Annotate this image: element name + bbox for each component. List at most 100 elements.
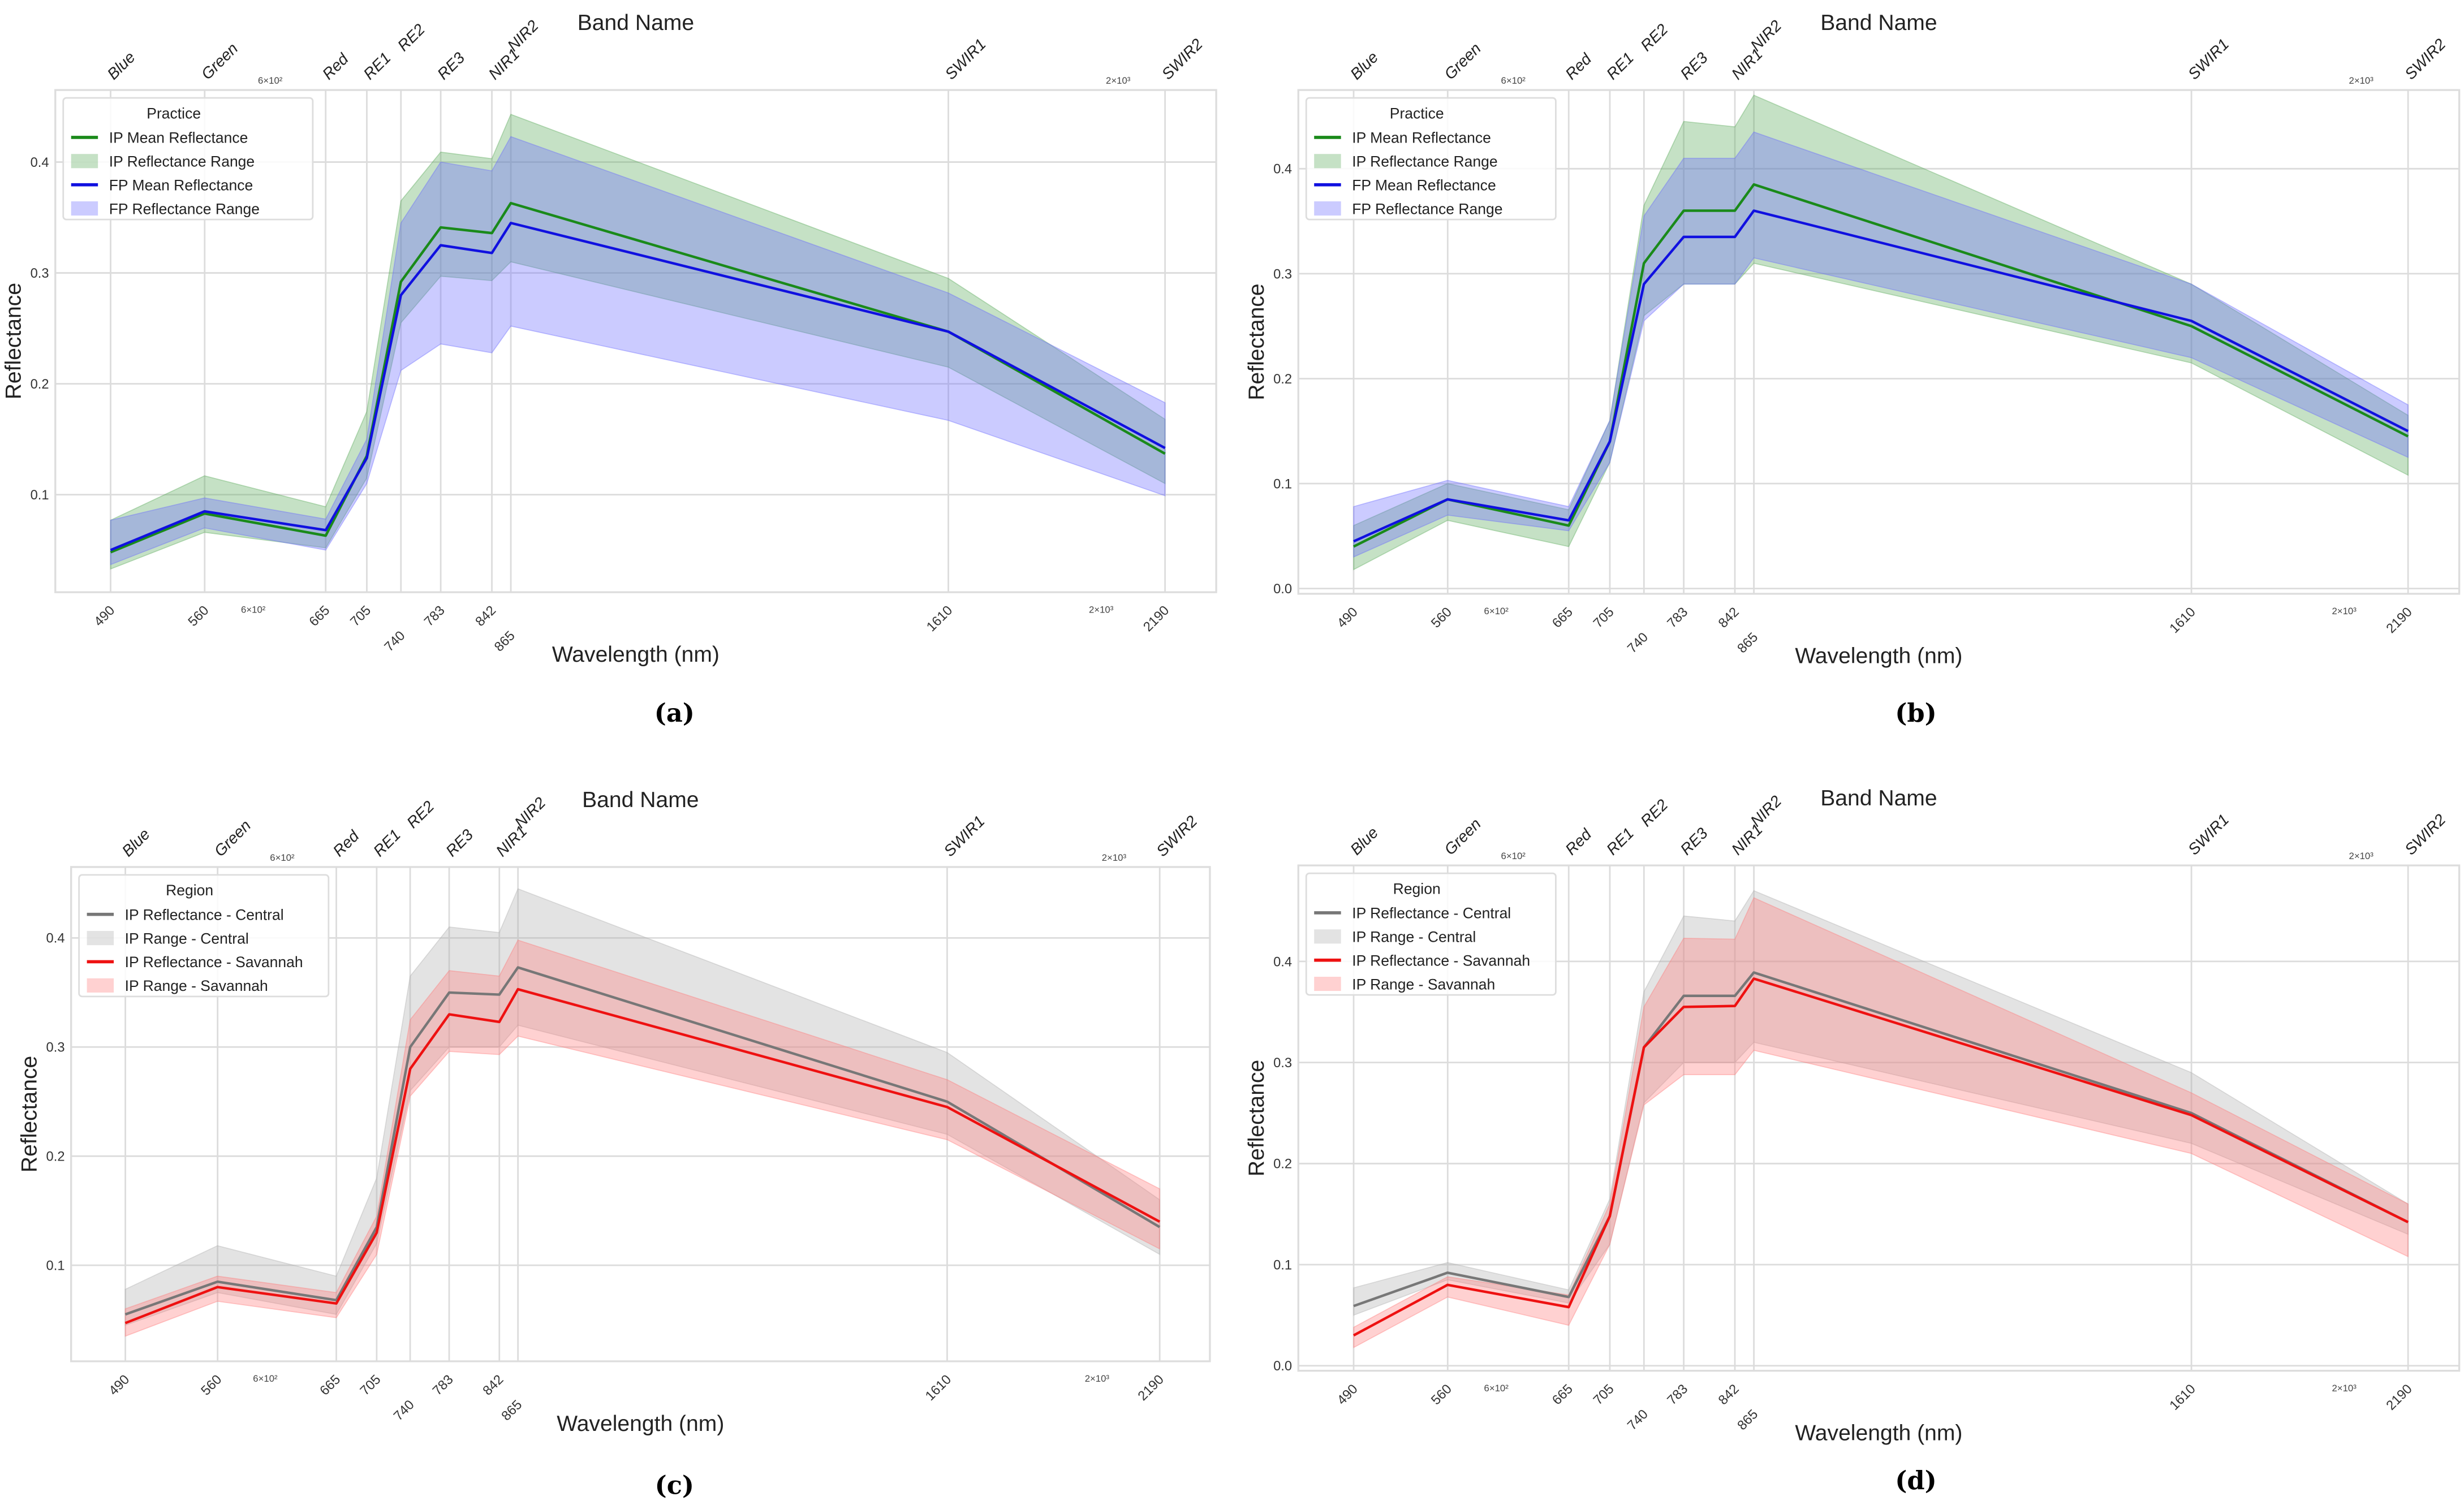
band-name-label: SWIR2 <box>1153 812 1201 860</box>
series-line-fp-mean-reflectance <box>110 222 1166 551</box>
band-name-label: RE1 <box>360 49 394 83</box>
x-tick-label: 665 <box>307 603 333 629</box>
y-tick-label: 0.3 <box>46 1041 65 1055</box>
band-name-label: RE2 <box>1637 796 1672 830</box>
band-name-label: Blue <box>119 825 153 860</box>
minor-tick-label-top: 6×10² <box>258 75 283 86</box>
band-name-label: Green <box>1441 40 1484 83</box>
y-tick-label: 0.0 <box>1273 1359 1292 1374</box>
range-band-ip-range-savannah <box>124 939 1160 1337</box>
band-name-label: SWIR1 <box>940 812 988 860</box>
legend-box <box>62 97 314 221</box>
x-tick-label: 490 <box>1334 605 1360 631</box>
legend-patch-swatch <box>1314 929 1341 944</box>
minor-tick-label-bottom: 2×10³ <box>1085 1373 1110 1384</box>
band-name-label: RE1 <box>1603 824 1637 858</box>
x-tick-label: 665 <box>1549 1382 1575 1408</box>
legend-entry-label: FP Reflectance Range <box>109 200 260 217</box>
x-tick-label: 490 <box>1334 1382 1360 1408</box>
chart-panel-a: 0.1 0.2 0.3 0.4 490 Blue 560 Green 665 Red 705 RE1 7… <box>1 11 1217 728</box>
minor-tick-label-top: 6×10² <box>270 852 295 863</box>
band-name-label: RE3 <box>1677 49 1712 83</box>
legend-box <box>1305 97 1557 221</box>
x-tick-label: 705 <box>1591 605 1617 631</box>
y-tick-label: 0.1 <box>1273 1258 1292 1273</box>
y-tick-label: 0.2 <box>1273 1157 1292 1172</box>
y-tick-label: 0.4 <box>31 156 49 170</box>
y-tick-label: 0.2 <box>1273 372 1292 387</box>
x-tick-label: 783 <box>421 603 447 629</box>
range-band-ip-range-savannah <box>1353 897 2409 1349</box>
x-tick-label: 560 <box>1429 605 1455 631</box>
legend: Practice IP Mean Reflectance IP Reflectanc… <box>62 97 314 221</box>
y-axis-label: Reflectance <box>1244 1060 1269 1176</box>
x-tick-label: 560 <box>199 1372 225 1398</box>
x-tick-label: 1610 <box>923 1372 954 1404</box>
panel-caption: (a) <box>654 698 695 728</box>
band-name-label: RE3 <box>1677 824 1712 859</box>
legend-entry-label: IP Mean Reflectance <box>1352 130 1491 146</box>
x-tick-label: 865 <box>1735 1407 1761 1433</box>
range-band-ip-range-central <box>124 888 1160 1326</box>
legend-entry-label: FP Mean Reflectance <box>109 176 253 193</box>
panel-caption: (c) <box>655 1470 694 1500</box>
range-band-fp-reflectance-range <box>110 136 1166 566</box>
legend-entry-label: IP Reflectance - Central <box>1352 905 1511 922</box>
series-line-ip-reflectance-central <box>1353 971 2409 1308</box>
chart-panel-b: 0.0 0.1 0.2 0.3 0.4 490 Blue 560 Green 665 Red 705 R… <box>1244 11 2461 728</box>
band-name-label: Blue <box>1347 823 1381 858</box>
x-axis-label: Wavelength (nm) <box>552 642 720 667</box>
legend-entry-label: IP Reflectance Range <box>1352 153 1497 170</box>
band-name-label: Blue <box>1347 48 1381 83</box>
legend-patch-swatch <box>1314 154 1341 169</box>
chart-panel-c: 0.1 0.2 0.3 0.4 490 Blue 560 Green 665 Red 705 RE1 7… <box>17 788 1211 1500</box>
legend: Practice IP Mean Reflectance IP Reflectanc… <box>1305 97 1557 221</box>
minor-tick-label-top: 6×10² <box>1501 75 1526 86</box>
series-line-ip-reflectance-savannah <box>124 987 1161 1325</box>
minor-tick-label-bottom: 2×10³ <box>2332 1383 2357 1394</box>
series-line-ip-mean-reflectance <box>110 201 1166 554</box>
band-name-label: Blue <box>104 48 138 83</box>
x-tick-label: 865 <box>499 1398 525 1424</box>
panel-caption: (b) <box>1895 698 1936 728</box>
band-name-label: SWIR1 <box>2185 810 2232 858</box>
band-name-label: Red <box>329 826 363 860</box>
x-tick-label: 783 <box>1665 605 1691 631</box>
band-name-label: RE2 <box>403 797 438 832</box>
chart-title: Band Name <box>582 788 699 812</box>
x-tick-label: 2190 <box>1135 1372 1167 1404</box>
legend-entry-label: IP Mean Reflectance <box>109 130 248 146</box>
legend-entry-label: IP Reflectance - Savannah <box>1352 952 1530 969</box>
legend-patch-swatch <box>71 201 98 216</box>
legend-patch-swatch <box>1314 201 1341 216</box>
legend-patch-swatch <box>1314 976 1341 991</box>
minor-tick-label-bottom: 6×10² <box>1484 606 1509 616</box>
legend-title: Practice <box>1390 105 1444 122</box>
x-axis-label: Wavelength (nm) <box>557 1412 724 1436</box>
x-tick-label: 1610 <box>2167 605 2199 636</box>
x-tick-label: 1610 <box>2167 1382 2199 1413</box>
x-tick-label: 490 <box>92 603 118 629</box>
range-band-ip-reflectance-range <box>110 114 1166 570</box>
y-tick-label: 0.1 <box>31 488 49 503</box>
x-axis-label: Wavelength (nm) <box>1795 1421 1962 1446</box>
legend-entry-label: FP Mean Reflectance <box>1352 176 1496 193</box>
x-tick-label: 842 <box>473 603 499 629</box>
legend-box <box>1305 872 1557 996</box>
x-tick-label: 783 <box>430 1372 456 1398</box>
series-line-ip-mean-reflectance <box>1352 183 2409 548</box>
x-tick-label: 842 <box>1716 605 1742 631</box>
band-name-label: SWIR2 <box>1158 35 1207 83</box>
minor-tick-label-top: 2×10³ <box>1102 852 1127 863</box>
minor-tick-label-bottom: 6×10² <box>241 604 266 615</box>
x-tick-label: 2190 <box>2384 1382 2415 1413</box>
x-tick-label: 665 <box>1549 605 1575 631</box>
x-tick-label: 842 <box>1716 1382 1742 1408</box>
legend-entry-label: IP Reflectance Range <box>109 153 255 170</box>
x-tick-label: 740 <box>391 1398 417 1424</box>
range-band-fp-reflectance-range <box>1353 131 2409 558</box>
legend-entry-label: IP Range - Central <box>1352 929 1476 946</box>
band-name-label: SWIR2 <box>2401 810 2449 859</box>
band-name-label: Green <box>198 40 242 83</box>
